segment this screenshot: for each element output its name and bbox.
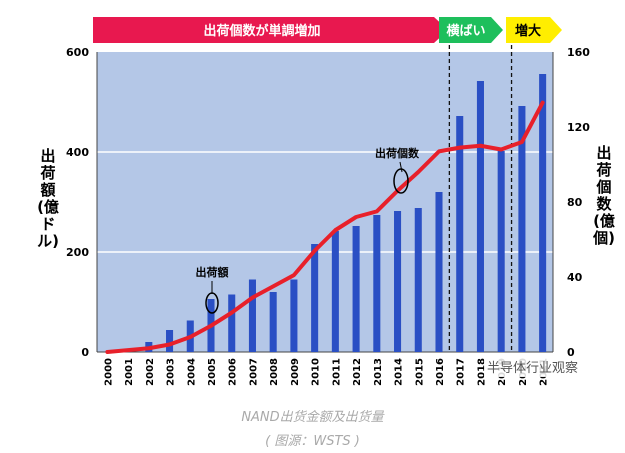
bar-2013 — [373, 215, 381, 352]
x-tick-label: 2014 — [394, 358, 405, 386]
y-right-tick-label: 80 — [567, 196, 583, 209]
phase-arrow-flat — [439, 17, 503, 43]
line-series-units — [105, 100, 545, 354]
x-tick-label: 2005 — [207, 358, 218, 386]
x-tick-label: 2004 — [186, 358, 197, 386]
x-tick-label: 2011 — [331, 358, 342, 386]
bar-2006 — [228, 294, 236, 352]
x-tick-label: 2007 — [248, 358, 259, 386]
x-tick-label: 2013 — [373, 358, 384, 386]
x-tick-label: 2006 — [228, 358, 239, 386]
x-tick-label: 2000 — [103, 358, 114, 386]
phase-arrow-growth — [506, 17, 562, 43]
x-tick-label: 2012 — [352, 358, 363, 386]
annotation-units-label: 出荷個数 — [375, 146, 420, 160]
y-right-tick-label: 0 — [567, 346, 575, 359]
phase-label: 増大 — [515, 23, 541, 39]
bar-2007 — [248, 279, 256, 352]
bar-2017 — [456, 116, 464, 352]
x-tick-label: 2001 — [124, 358, 135, 386]
phase-label: 横ばい — [446, 23, 485, 39]
bar-2016 — [435, 192, 443, 352]
y-right-tick-label: 40 — [567, 271, 583, 284]
x-tick-label: 2008 — [269, 358, 280, 386]
x-tick-label: 2002 — [145, 358, 156, 386]
phase-label: 出荷個数が単調増加 — [203, 23, 320, 39]
y-axis-left-label: 出荷額(億ドル) — [37, 147, 59, 250]
caption-title: NAND出货金额及出货量 — [241, 410, 384, 425]
bar-2009 — [290, 279, 298, 352]
annotation-units-circle — [393, 168, 409, 194]
bar-2019 — [497, 151, 505, 352]
plot-area — [97, 52, 553, 352]
bar-2018 — [476, 81, 484, 352]
y-left-tick-label: 200 — [66, 246, 89, 259]
bar-2011 — [331, 231, 339, 352]
annotation-value-label: 出荷額 — [196, 265, 229, 279]
y-right-tick-label: 160 — [567, 46, 590, 59]
bar-2015 — [414, 208, 422, 352]
x-tick-label: 2010 — [311, 358, 322, 386]
y-right-tick-label: 120 — [567, 121, 590, 134]
bar-2012 — [352, 226, 360, 352]
bar-2021 — [539, 74, 547, 352]
y-left-tick-label: 400 — [66, 146, 89, 159]
y-left-tick-label: 600 — [66, 46, 89, 59]
bar-2010 — [311, 244, 319, 352]
bar-2014 — [394, 211, 402, 352]
x-tick-label: 2018 — [476, 358, 487, 386]
y-axis-right-label: 出荷個数(億個) — [593, 144, 615, 247]
bar-2003 — [166, 330, 174, 352]
caption-source: ( 图源：WSTS ) — [265, 434, 360, 449]
bar-2008 — [269, 292, 277, 352]
x-tick-label: 2009 — [290, 358, 301, 386]
bar-2020 — [518, 106, 526, 352]
x-tick-label: 2017 — [456, 358, 467, 386]
x-tick-label: 2016 — [435, 358, 446, 386]
annotation-value-circle — [205, 292, 219, 314]
watermark: 半导体行业观察 — [484, 356, 582, 377]
phase-arrow-increase — [93, 17, 448, 43]
annotation-units-leader — [399, 161, 403, 173]
x-tick-label: 2015 — [414, 358, 425, 386]
y-left-tick-label: 0 — [81, 346, 89, 359]
x-tick-label: 2003 — [166, 358, 177, 386]
